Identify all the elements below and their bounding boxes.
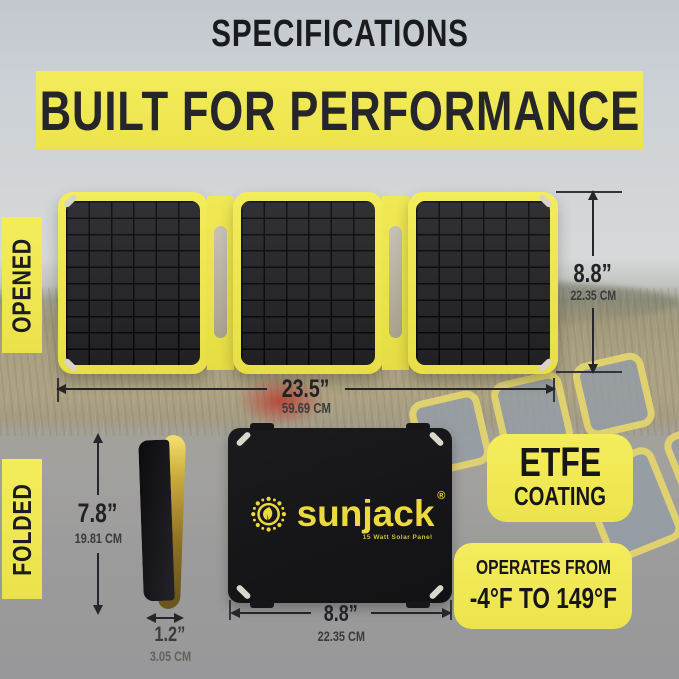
- arrow-down-icon: [588, 364, 598, 374]
- opened-panel-illustration: [58, 192, 562, 374]
- opened-height-dimension: 8.8” 22.35 CM: [550, 190, 636, 374]
- opened-height-cm: 22.35 CM: [570, 287, 616, 303]
- performance-banner: BUILT FOR PERFORMANCE: [36, 71, 643, 150]
- solar-panel-right: [408, 192, 558, 374]
- folded-width-inches: 8.8”: [324, 599, 358, 626]
- solar-cells: [416, 201, 550, 365]
- folded-height-cm: 19.81 CM: [74, 530, 122, 547]
- brand-tagline: 15 Watt Solar Panel: [362, 533, 433, 541]
- hinge-slot: [214, 226, 227, 338]
- arrow-down-icon: [93, 605, 103, 615]
- folded-thickness-inches-wrap: 1.2”: [128, 624, 212, 645]
- attachment-tab: [406, 423, 430, 430]
- folded-width-dimension: 8.8”: [230, 601, 453, 624]
- arrow-right-icon: [174, 613, 184, 623]
- dimension-line: [370, 612, 443, 614]
- solar-panel-left: [58, 192, 208, 374]
- folded-section-label: FOLDED: [2, 459, 42, 599]
- page-title-text: SPECIFICATIONS: [210, 13, 469, 55]
- etfe-line1: ETFE: [519, 438, 601, 485]
- dimension-line: [592, 200, 594, 256]
- operating-temperature-callout: OPERATES FROM -4°F TO 149°F: [454, 543, 632, 629]
- dimension-line: [66, 388, 268, 390]
- opened-width-cm-wrap: 59.69 CM: [56, 400, 556, 418]
- panel-hinge: [207, 196, 234, 370]
- dimension-line: [97, 443, 99, 496]
- folded-thickness-labels: 1.2” 3.05 CM: [128, 624, 212, 666]
- attachment-tab: [250, 423, 274, 430]
- brand-wordmark: sunjack ® 15 Watt Solar Panel: [296, 491, 446, 541]
- opened-height-inches: 8.8”: [573, 257, 613, 288]
- panel-hinge: [382, 196, 409, 370]
- dimension-line: [156, 617, 174, 619]
- opened-width-cm: 59.69 CM: [281, 401, 331, 417]
- dimension-line: [592, 308, 594, 364]
- solar-cells: [241, 201, 375, 365]
- solar-panel-center: [233, 192, 383, 374]
- brand-name-text: sunjack: [296, 493, 435, 535]
- opened-section-label: OPENED: [2, 217, 42, 353]
- arrow-up-icon: [93, 433, 103, 443]
- operating-temp-line1: OPERATES FROM: [475, 556, 611, 579]
- corner-slit: [428, 430, 445, 448]
- sun-leaf-icon: [251, 496, 287, 532]
- corner-slit: [428, 583, 445, 601]
- attachment-tab: [406, 601, 430, 608]
- folded-height-inches: 7.8”: [78, 498, 118, 529]
- folded-thickness-inches: 1.2”: [154, 623, 186, 646]
- folded-thickness-cm: 3.05 CM: [149, 648, 191, 664]
- folded-panel-body: [138, 439, 175, 602]
- corner-slit: [235, 430, 252, 448]
- arrow-left-icon: [230, 608, 240, 618]
- etfe-coating-callout: ETFE COATING: [487, 434, 633, 522]
- attachment-tab: [250, 601, 274, 608]
- opened-section-label-text: OPENED: [6, 237, 37, 333]
- folded-width-cm: 22.35 CM: [317, 628, 365, 644]
- etfe-line2: COATING: [513, 481, 606, 512]
- opened-width-dimension: 23.5”: [56, 376, 557, 401]
- opened-width-inches: 23.5”: [282, 374, 330, 403]
- folded-thickness-dimension: [146, 612, 184, 624]
- folded-width-cm-wrap: 22.35 CM: [230, 628, 452, 646]
- arrow-left-icon: [56, 384, 66, 394]
- folded-thickness-cm-wrap: 3.05 CM: [128, 648, 212, 666]
- solar-cells: [66, 201, 200, 365]
- arrow-right-icon: [546, 384, 557, 394]
- folded-panel-side-view: [138, 434, 187, 610]
- brand-logo: sunjack ® 15 Watt Solar Panel: [246, 491, 446, 541]
- background-red-object: [237, 376, 325, 426]
- arrow-up-icon: [588, 190, 598, 200]
- registered-trademark-symbol: ®: [437, 490, 446, 503]
- folded-panel-front-view: sunjack ® 15 Watt Solar Panel: [228, 423, 452, 608]
- folded-height-dimension: 7.8” 19.81 CM: [58, 433, 138, 615]
- hinge-slot: [389, 226, 402, 338]
- arrow-left-icon: [146, 613, 156, 623]
- dimension-line: [240, 612, 312, 614]
- page-title: SPECIFICATIONS: [0, 13, 679, 56]
- performance-banner-text: BUILT FOR PERFORMANCE: [39, 79, 640, 142]
- folded-section-label-text: FOLDED: [6, 482, 37, 576]
- dimension-line: [344, 388, 547, 390]
- operating-temp-line2: -4°F TO 149°F: [469, 582, 617, 615]
- corner-slit: [235, 583, 252, 601]
- dimension-line: [97, 552, 99, 605]
- arrow-right-icon: [442, 608, 453, 618]
